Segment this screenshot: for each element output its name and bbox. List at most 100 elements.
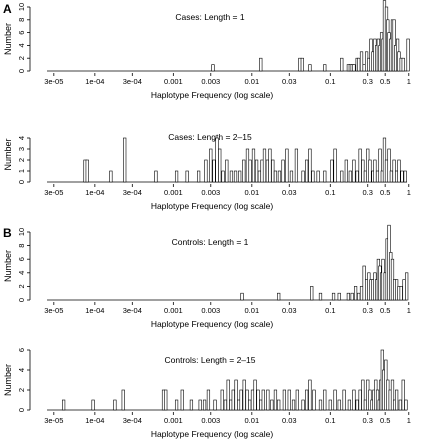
histogram-bar: [328, 399, 332, 411]
histogram-bar: [405, 272, 409, 301]
y-tick-label: 6: [17, 257, 26, 261]
y-tick-label: 4: [17, 136, 26, 140]
x-tick-label: 0.01: [245, 77, 260, 86]
y-axis-label: Number: [3, 364, 13, 396]
histogram-bar: [340, 170, 344, 183]
x-tick-label: 0.1: [325, 416, 335, 425]
x-tick-label: 1: [407, 77, 411, 86]
y-tick-label: 0: [17, 298, 26, 302]
x-tick-label: 0.3: [363, 188, 373, 197]
histogram-bar: [358, 148, 362, 183]
panel-label-a: A: [3, 2, 12, 16]
y-axis-label: Number: [3, 138, 13, 170]
histogram-bar: [242, 379, 246, 411]
x-tick-label: 0.3: [363, 77, 373, 86]
x-tick-label: 0.01: [245, 416, 260, 425]
histogram-bar: [271, 159, 275, 183]
histogram-bar: [352, 159, 356, 183]
histogram-bar: [352, 64, 356, 72]
histogram-bar: [253, 379, 257, 411]
histogram-bar: [333, 148, 337, 183]
x-tick-label: 0.03: [282, 77, 297, 86]
histogram-bar: [308, 379, 312, 411]
x-tick-label: 0.001: [164, 416, 183, 425]
histogram-bar: [400, 170, 404, 183]
histogram-bar: [406, 38, 410, 72]
histogram-bar: [358, 389, 362, 411]
chart-title: Controls: Length = 2–15: [165, 355, 256, 365]
y-axis-label: Number: [3, 250, 13, 282]
x-tick-label: 0.3: [363, 416, 373, 425]
x-tick-label: 3e-04: [123, 416, 142, 425]
x-tick-label: 1e-04: [85, 416, 104, 425]
y-tick-label: 0: [17, 408, 26, 412]
y-tick-label: 0: [17, 69, 26, 73]
histogram-bar: [281, 159, 285, 183]
x-tick-label: 0.5: [380, 77, 390, 86]
x-tick-label: 0.1: [325, 77, 335, 86]
histogram-bar: [225, 159, 229, 183]
x-tick-label: 0.003: [201, 306, 220, 315]
x-tick-label: 0.01: [245, 306, 260, 315]
histogram-bar: [323, 389, 327, 411]
x-tick-label: 3e-04: [123, 188, 142, 197]
histogram-bar: [154, 170, 158, 183]
y-tick-label: 2: [17, 284, 26, 288]
histogram-bar: [234, 379, 238, 411]
histogram-bar: [323, 170, 327, 183]
histogram-bar: [337, 292, 341, 301]
histogram-bar: [387, 148, 391, 183]
histogram-bar: [337, 399, 341, 411]
x-tick-label: 0.001: [164, 77, 183, 86]
histogram-bar: [180, 389, 184, 411]
x-tick-label: 0.001: [164, 306, 183, 315]
histogram-bar: [239, 389, 243, 411]
panel-label-b: B: [3, 226, 12, 240]
histogram-controls-length-1: 0 2 4 6 8 10 Number 3e-05 1e-04 3e-04 0.001 0.003 0.…: [3, 224, 411, 329]
histogram-bar: [273, 389, 278, 411]
histogram-bar: [305, 389, 309, 411]
histogram-bar: [308, 64, 312, 72]
histogram-bar: [305, 159, 309, 183]
histogram-bar: [397, 159, 401, 183]
histogram-bar: [316, 170, 320, 183]
x-tick-label: 3e-05: [44, 416, 63, 425]
histogram-bar: [300, 57, 304, 72]
histogram-bar: [350, 292, 354, 301]
histogram-bar: [401, 57, 405, 72]
histogram-bar: [348, 170, 352, 183]
histogram-bar: [323, 64, 327, 72]
histogram-bar: [240, 292, 244, 301]
histogram-bar: [355, 399, 359, 411]
histogram-bar: [206, 389, 211, 411]
histogram-bar: [291, 399, 296, 411]
histogram-cases-length-1: 0 2 4 6 8 10 Number 3e-05 1e-04 3e-04 0.001 0.003 0.…: [3, 0, 411, 100]
histogram-cases-length-2-15: 0 1 2 3 4 Number 3e-05 1e-04 3e-04 0.001 0.003 0.01…: [3, 132, 411, 211]
histogram-bar: [295, 389, 299, 411]
histogram-bar: [404, 399, 408, 411]
x-tick-label: 0.5: [380, 188, 390, 197]
y-axis-label: Number: [3, 23, 13, 55]
histogram-bar: [226, 379, 230, 411]
histogram-bar: [395, 389, 399, 411]
x-tick-label: 3e-05: [44, 306, 63, 315]
x-tick-label: 0.001: [164, 188, 183, 197]
histogram-bar: [355, 170, 359, 183]
histogram-bar: [353, 286, 358, 301]
histogram-bar: [344, 159, 348, 183]
histogram-bar: [392, 159, 396, 183]
histogram-bar: [85, 159, 89, 183]
histogram-bar: [301, 170, 305, 183]
histogram-bar: [121, 389, 125, 411]
histogram-bar: [361, 379, 365, 411]
histogram-bar: [254, 159, 259, 183]
y-tick-label: 0: [17, 180, 26, 184]
histogram-bar: [357, 57, 361, 72]
histogram-bar: [218, 148, 222, 183]
histogram-bar: [212, 159, 216, 183]
histogram-bar: [220, 389, 224, 411]
histogram-bar: [261, 389, 265, 411]
histogram-bar: [347, 399, 351, 411]
histogram-bar: [294, 148, 299, 183]
